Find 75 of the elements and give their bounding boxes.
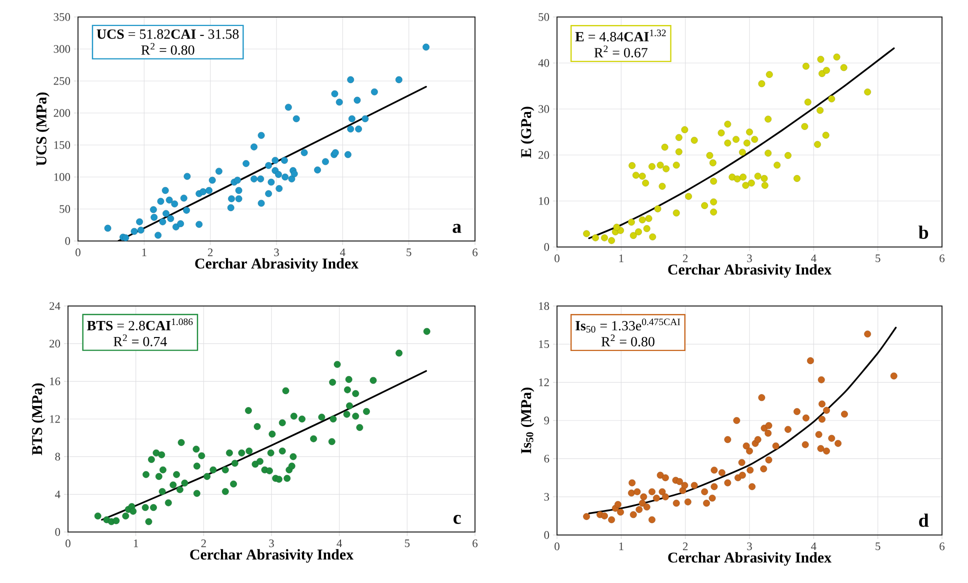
y-tick-label: 18 [539, 302, 550, 310]
annotation: Is$_{50}$ = 1.33e$^{0.475CAI}$ [576, 318, 680, 333]
x-tick-label: 1 [134, 540, 138, 548]
x-tick-label: 3 [747, 542, 752, 550]
y-tick-label: 16 [50, 377, 60, 386]
x-tick-label: 4 [811, 542, 816, 550]
x-tick-label: 0 [554, 254, 560, 262]
x-tick-label: 0 [76, 248, 80, 256]
y-tick-label: 50 [60, 205, 70, 213]
x-tick-label: 6 [472, 248, 478, 256]
y-axis-title: UCS (MPa) [36, 92, 50, 166]
annotation: a [452, 224, 462, 233]
y-tick-label: 30 [538, 105, 550, 113]
x-tick-label: 3 [274, 248, 279, 256]
x-tick-label: 2 [682, 542, 688, 550]
y-tick-label: 20 [50, 340, 60, 348]
x-tick-label: 1 [619, 254, 624, 262]
y-tick-label: 0 [544, 531, 550, 539]
x-tick-label: 1 [619, 542, 624, 550]
y-tick-label: 100 [54, 173, 70, 181]
y-tick-label: 6 [544, 454, 550, 463]
y-tick-label: 50 [538, 13, 550, 21]
x-tick-label: 4 [811, 254, 816, 262]
x-tick-label: 5 [876, 254, 880, 262]
x-tick-label: 2 [682, 254, 688, 262]
y-axis-title: BTS (MPa) [32, 383, 46, 456]
y-tick-label: 3 [544, 492, 550, 501]
y-tick-label: 40 [538, 59, 550, 67]
y-tick-label: 24 [50, 302, 60, 310]
x-tick-label: 0 [554, 542, 560, 550]
x-axis-title: Cerchar Abrasivity Index [668, 552, 832, 566]
x-tick-label: 6 [940, 542, 945, 550]
y-tick-label: 200 [54, 109, 70, 117]
x-tick-label: 5 [406, 248, 412, 256]
y-tick-label: 0 [55, 528, 60, 536]
y-tick-label: 10 [539, 197, 550, 205]
y-tick-label: 350 [54, 13, 70, 21]
y-tick-label: 9 [544, 416, 550, 424]
x-axis-title: Cerchar Abrasivity Index [190, 549, 354, 563]
x-tick-label: 1 [142, 248, 146, 256]
annotation: d [919, 514, 929, 527]
x-tick-label: 2 [208, 248, 213, 256]
y-tick-label: 0 [65, 237, 70, 245]
annotation: UCS = 51.82CAI - 31.58 [96, 29, 239, 39]
y-tick-label: 8 [55, 452, 60, 461]
y-tick-label: 250 [54, 77, 70, 85]
annotation: E = 4.84CAI$^{1.32}$ [575, 30, 666, 42]
y-tick-label: 15 [539, 340, 550, 348]
x-tick-label: 2 [201, 540, 206, 548]
x-tick-label: 3 [747, 254, 752, 262]
x-tick-label: 6 [472, 540, 478, 548]
x-tick-label: 4 [336, 540, 342, 548]
x-tick-label: 5 [876, 542, 880, 550]
annotation: R$^{2}$ = 0.80 [141, 42, 194, 55]
y-tick-label: 0 [544, 243, 550, 251]
x-tick-label: 6 [940, 254, 945, 262]
x-tick-label: 4 [340, 248, 346, 256]
y-tick-label: 150 [54, 141, 70, 149]
annotation: b [918, 226, 928, 239]
annotation: R$^{2}$ = 0.67 [594, 46, 648, 58]
x-axis-title: Cerchar Abrasivity Index [668, 264, 832, 278]
y-tick-label: 12 [50, 415, 60, 423]
annotation: R$^{2}$ = 0.80 [601, 334, 654, 346]
y-tick-label: 12 [539, 378, 549, 386]
x-tick-label: 3 [269, 540, 274, 548]
annotation: c [454, 514, 461, 524]
y-tick-label: 20 [538, 151, 550, 159]
y-axis-title: Is$_{50}$ (MPa) [520, 388, 534, 454]
y-axis-title: E (GPa) [520, 106, 534, 158]
y-tick-label: 300 [54, 45, 70, 53]
x-tick-label: 5 [404, 540, 410, 548]
annotation: BTS = 2.8CAI$^{1.086}$ [87, 318, 193, 330]
y-tick-label: 4 [54, 490, 60, 498]
annotation: R$^{2}$ = 0.74 [114, 334, 167, 346]
x-axis-title: Cerchar Abrasivity Index [195, 258, 358, 272]
